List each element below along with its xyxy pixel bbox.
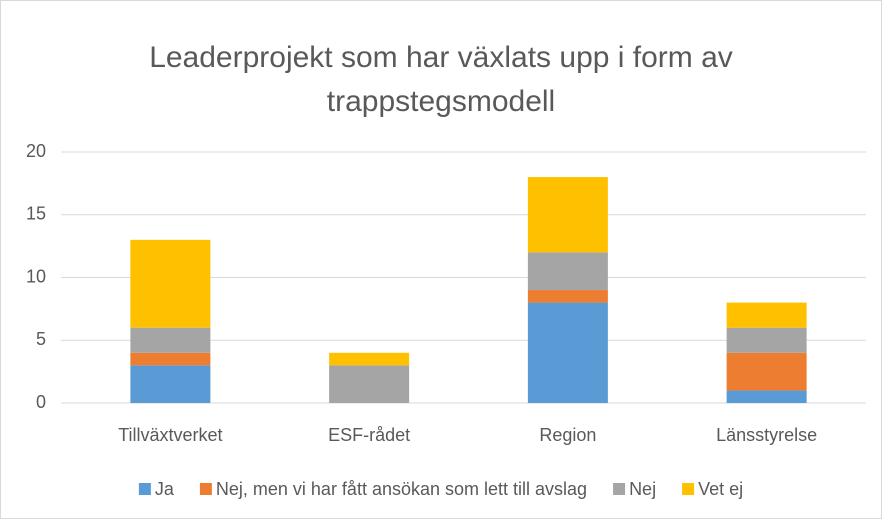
bar-segment (329, 352, 410, 366)
chart-title: Leaderprojekt som har växlats upp i form… (149, 41, 733, 118)
bar-segment (726, 390, 807, 403)
legend-label: Ja (155, 479, 175, 499)
x-tick-label: Region (539, 425, 596, 445)
legend-label: Vet ej (698, 479, 743, 499)
bar-segment (130, 365, 211, 403)
bar-segment (130, 327, 211, 353)
y-tick-label: 0 (36, 392, 46, 412)
y-tick-label: 10 (26, 266, 46, 286)
bar-segment (527, 252, 608, 291)
legend-swatch (682, 483, 695, 495)
legend-swatch (613, 483, 626, 495)
legend-label: Nej, men vi har fått ansökan som lett ti… (216, 479, 587, 499)
bar-segment (130, 352, 211, 366)
x-tick-label: Tillväxtverket (118, 425, 222, 445)
bar-segment (726, 302, 807, 328)
bar-segment (726, 352, 807, 391)
legend-swatch (199, 483, 212, 495)
x-tick-label: Länsstyrelse (716, 425, 817, 445)
bar-segment (527, 290, 608, 303)
y-tick-label: 15 (26, 204, 46, 224)
legend-swatch (138, 483, 151, 495)
bar-segment (527, 302, 608, 403)
x-tick-label: ESF-rådet (328, 425, 410, 445)
bar-segment (329, 365, 410, 403)
y-tick-label: 5 (36, 329, 46, 349)
legend-label: Nej (629, 479, 656, 499)
bar-segment (527, 177, 608, 253)
bar-segment (130, 239, 211, 328)
bar-segment (726, 327, 807, 353)
y-tick-label: 20 (26, 141, 46, 161)
